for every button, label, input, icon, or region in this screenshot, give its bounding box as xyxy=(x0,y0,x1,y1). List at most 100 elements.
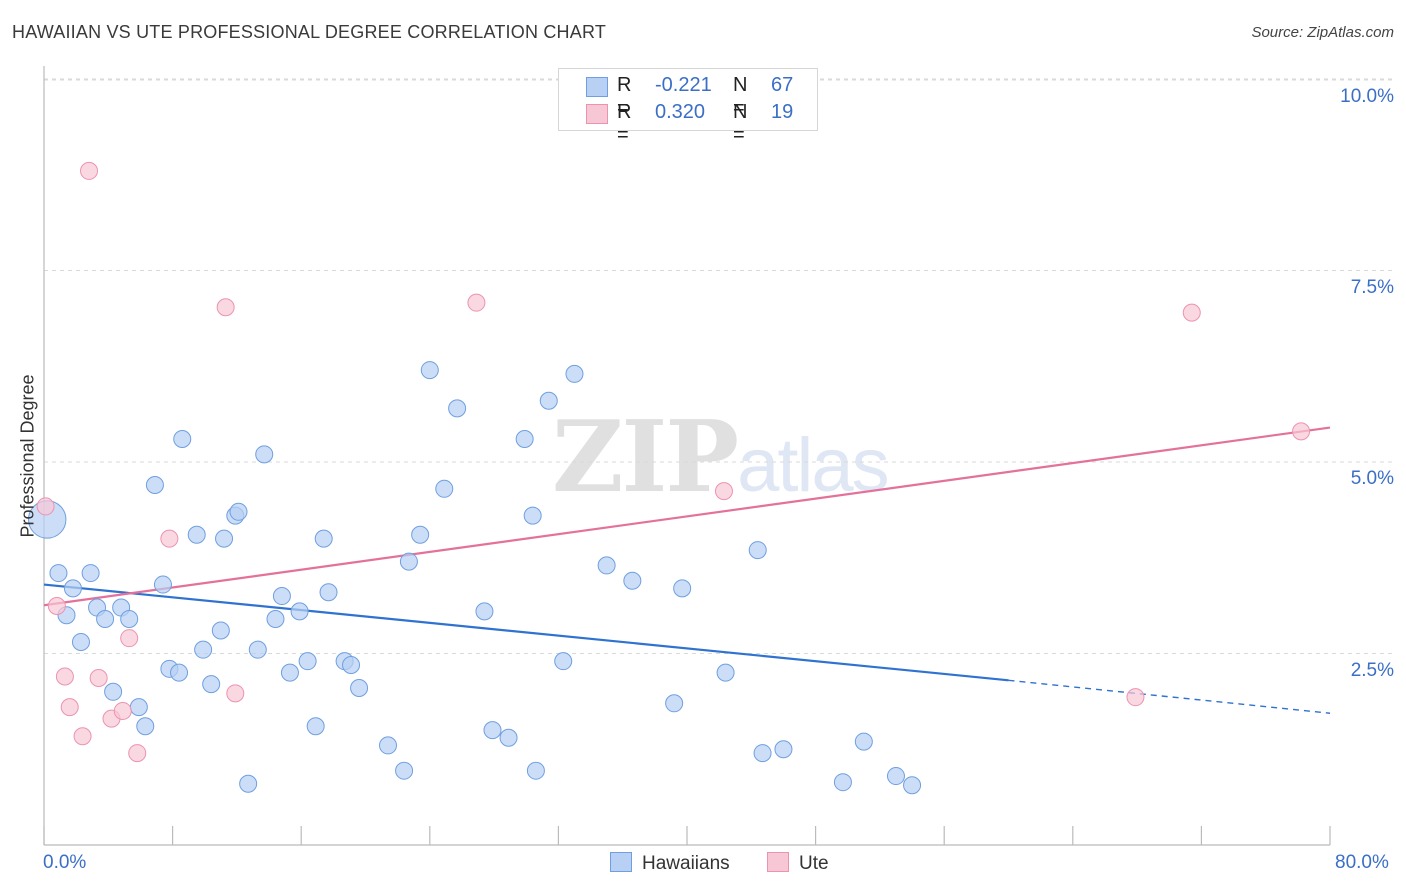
ute-point xyxy=(60,698,79,717)
hawaiians-point xyxy=(211,621,230,640)
watermark-zip: ZIP xyxy=(552,400,739,515)
ute-n-label: N = xyxy=(733,101,748,146)
y-tick-label: 5.0% xyxy=(1350,468,1394,489)
hawaiians-point xyxy=(420,361,439,380)
ute-point xyxy=(120,629,139,648)
hawaiians-point xyxy=(665,694,684,713)
ute-point xyxy=(73,727,92,746)
hawaiians-point xyxy=(153,575,172,594)
hawaiians-point xyxy=(96,610,115,629)
hawaiians-point xyxy=(194,640,213,659)
ute-point xyxy=(160,529,179,548)
hawaiians-point xyxy=(597,556,616,575)
trend-lines xyxy=(43,426,1331,714)
chart-title: HAWAIIAN VS UTE PROFESSIONAL DEGREE CORR… xyxy=(12,22,607,42)
ute-swatch xyxy=(586,104,608,124)
correlation-legend: R = -0.221 N = 67 R = 0.320 N = 19 xyxy=(558,68,818,146)
grid-lines xyxy=(44,78,1395,654)
hawaiians-swatch xyxy=(586,77,608,97)
hawaiians-point xyxy=(280,663,299,682)
hawaiians-r-value: -0.221 xyxy=(655,74,712,96)
hawaiians-n-value: 67 xyxy=(771,74,794,96)
hawaiians-point xyxy=(539,391,558,410)
hawaiians-point xyxy=(350,678,369,697)
hawaiians-point xyxy=(523,506,542,525)
ute-r-value: 0.320 xyxy=(655,101,706,123)
ute-point xyxy=(1126,688,1145,707)
hawaiians-point xyxy=(63,579,82,598)
ute-n-value: 19 xyxy=(771,101,794,123)
hawaiians-point xyxy=(173,430,192,449)
hawaiians-point xyxy=(202,675,221,694)
hawaiians-point xyxy=(623,571,642,590)
y-tick-label: 10.0% xyxy=(1340,86,1394,107)
hawaiians-point xyxy=(255,445,274,464)
hawaiians-point xyxy=(229,502,248,521)
ute-point xyxy=(226,684,245,703)
hawaiians-point xyxy=(903,776,922,795)
hawaiians-point xyxy=(319,583,338,602)
ute-point xyxy=(80,161,99,180)
hawaiians-point xyxy=(565,364,584,383)
hawaiians-point xyxy=(272,587,291,606)
legend-item-hawaiians[interactable]: Hawaiians xyxy=(610,852,730,875)
hawaiians-point xyxy=(554,652,573,671)
hawaiians-point xyxy=(774,740,793,759)
hawaiians-point xyxy=(833,773,852,792)
hawaiians-point xyxy=(81,564,100,583)
hawaiians-point xyxy=(435,479,454,498)
series-ute-points xyxy=(36,161,1311,763)
hawaiians-point xyxy=(673,579,692,598)
hawaiians-point xyxy=(248,640,267,659)
hawaiians-point xyxy=(448,399,467,418)
hawaiians-point xyxy=(104,682,123,701)
ute-trend-line xyxy=(43,426,1331,607)
hawaiians-point xyxy=(145,475,164,494)
hawaiians-point xyxy=(71,633,90,652)
hawaiians-point xyxy=(395,761,414,780)
hawaiians-point xyxy=(886,767,905,786)
hawaiians-point xyxy=(49,564,68,583)
ute-legend-label: Ute xyxy=(799,853,829,874)
legend-item-ute[interactable]: Ute xyxy=(767,852,829,875)
ute-point xyxy=(714,482,733,501)
ute-point xyxy=(128,744,147,763)
hawaiians-point xyxy=(515,430,534,449)
hawaiians-point xyxy=(306,717,325,736)
hawaiians-point xyxy=(526,761,545,780)
y-tick-label: 2.5% xyxy=(1350,660,1394,681)
y-tick-label: 7.5% xyxy=(1350,277,1394,298)
hawaiians-legend-label: Hawaiians xyxy=(642,853,730,874)
hawaiians-point xyxy=(239,774,258,793)
hawaiians-point xyxy=(499,728,518,747)
source-label: Source: ZipAtlas.com xyxy=(1251,24,1394,41)
ute-legend-swatch xyxy=(767,852,789,872)
hawaiians-point xyxy=(753,744,772,763)
hawaiians-point xyxy=(290,602,309,621)
ute-point xyxy=(36,497,55,516)
hawaiians-point xyxy=(298,652,317,671)
watermark: ZIPatlas xyxy=(552,400,890,515)
axes xyxy=(43,66,1331,846)
hawaiians-point xyxy=(399,552,418,571)
ute-point xyxy=(1292,422,1311,441)
hawaiians-trend-line-extension xyxy=(1008,679,1331,714)
series-hawaiians-points xyxy=(28,361,922,795)
ute-point xyxy=(216,298,235,317)
ute-r-label: R = xyxy=(617,101,632,146)
hawaiians-n-label: N = xyxy=(733,74,748,119)
ute-point xyxy=(89,669,108,688)
hawaiians-point xyxy=(129,698,148,717)
hawaiians-point xyxy=(411,525,430,544)
hawaiians-legend-swatch xyxy=(610,852,632,872)
hawaiians-point xyxy=(120,610,139,629)
ute-point xyxy=(467,293,486,312)
ute-point xyxy=(55,667,74,686)
hawaiians-point xyxy=(266,610,285,629)
hawaiians-r-label: R = xyxy=(617,74,632,119)
x-tick-label-min: 0.0% xyxy=(43,852,87,873)
hawaiians-trend-line xyxy=(43,583,1009,682)
ute-point xyxy=(1182,303,1201,322)
hawaiians-point xyxy=(314,529,333,548)
